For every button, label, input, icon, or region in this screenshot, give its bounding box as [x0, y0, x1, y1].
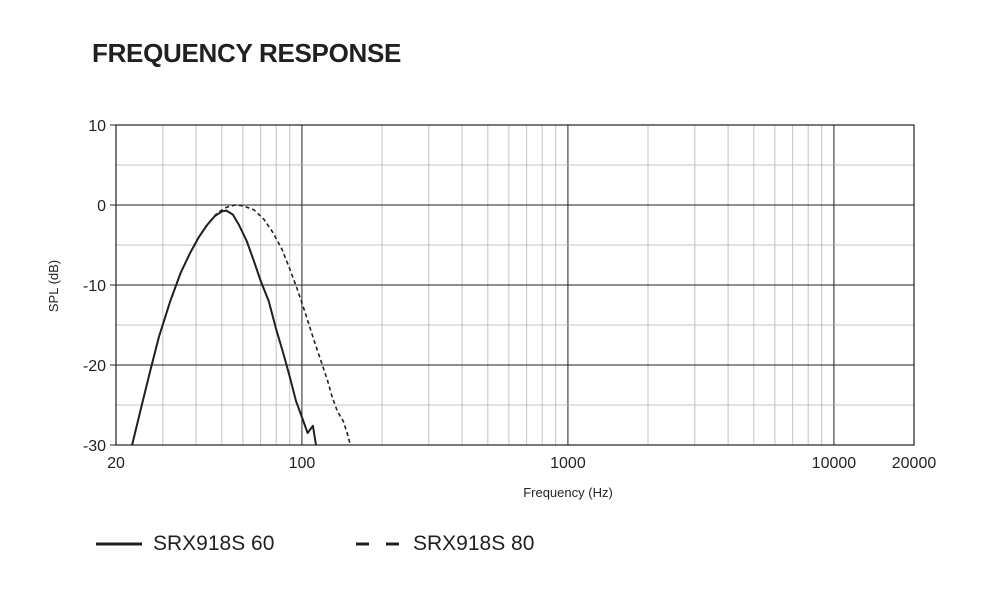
x-tick-label: 20000 — [892, 455, 937, 472]
series-lines — [131, 204, 352, 446]
legend-swatch-dashed — [356, 542, 402, 546]
legend-item-srx918s-80: SRX918S 80 — [355, 532, 534, 556]
series-line-srx918s-80 — [131, 204, 352, 446]
page-title: FREQUENCY RESPONSE — [92, 38, 402, 68]
y-tick-label: -10 — [83, 278, 106, 295]
grid-lines — [116, 125, 914, 445]
x-tick-label: 1000 — [550, 455, 586, 472]
series-line-srx918s-60 — [131, 209, 317, 446]
y-axis-label: SPL (dB) — [46, 260, 61, 312]
legend-swatch-solid — [96, 542, 142, 546]
legend-label: SRX918S 60 — [153, 532, 275, 555]
x-tick-label: 20 — [107, 455, 125, 472]
y-tick-label: -30 — [83, 438, 106, 455]
y-tick-label: 10 — [88, 118, 106, 135]
legend-item-srx918s-60: SRX918S 60 — [95, 532, 274, 556]
y-tick-label: -20 — [83, 358, 106, 375]
legend-label: SRX918S 80 — [413, 532, 535, 555]
y-tick-label: 0 — [97, 198, 106, 215]
x-tick-label: 100 — [289, 455, 316, 472]
x-tick-label: 10000 — [812, 455, 857, 472]
x-axis-label: Frequency (Hz) — [523, 485, 613, 500]
